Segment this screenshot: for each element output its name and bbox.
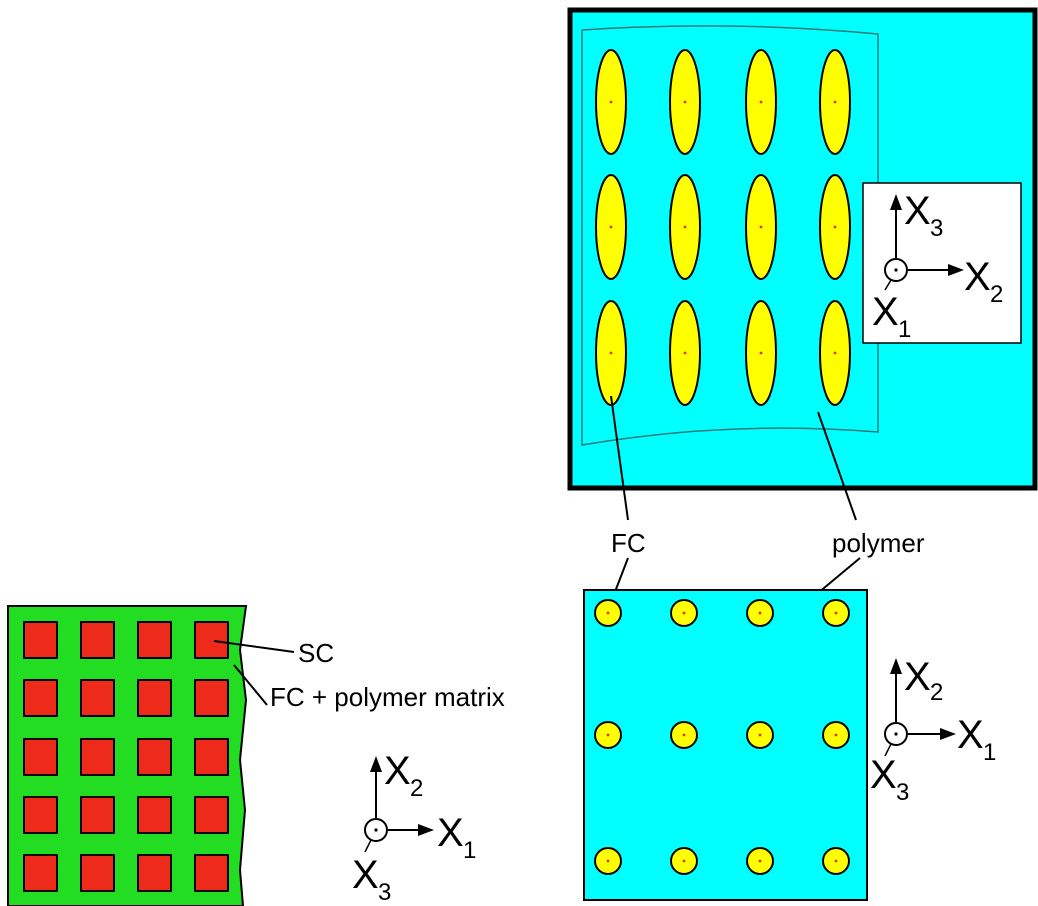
sc-square	[81, 855, 114, 891]
sc-array-axes: X 2 X 1 X 3	[352, 749, 476, 906]
axis-up-arrow	[890, 658, 902, 674]
axis-right-subscript: 1	[983, 739, 996, 766]
sc-square	[138, 797, 171, 833]
sc-square	[24, 622, 57, 658]
fiber-center-dot	[610, 352, 613, 355]
cross-section-axes: X 2 X 1 X 3	[870, 655, 996, 806]
axis-out-label: X	[870, 753, 897, 797]
fiber-center-dot	[834, 101, 837, 104]
axis-out-dot	[894, 732, 897, 735]
fiber-center-dot	[760, 101, 763, 104]
axis-right-subscript: 2	[990, 281, 1003, 308]
axis-up-label: X	[904, 655, 931, 699]
axis-right-label: X	[964, 255, 991, 299]
fiber-center-dot	[835, 612, 838, 615]
sc-square	[195, 739, 228, 775]
fiber-center-dot	[610, 226, 613, 229]
sc-square	[195, 622, 228, 658]
axis-right-arrow	[940, 728, 956, 740]
axis-out-line	[365, 840, 371, 852]
sc-square	[81, 797, 114, 833]
fiber-center-dot	[607, 860, 610, 863]
axis-out-subscript: 3	[378, 879, 391, 906]
axis-right-arrow	[418, 824, 434, 836]
side-view-panel: X 3 X 2 X 1	[570, 10, 1035, 488]
axis-right-label: X	[957, 713, 984, 757]
fiber-center-dot	[683, 612, 686, 615]
axis-out-subscript: 1	[898, 316, 911, 343]
sc-square	[138, 855, 171, 891]
axis-up-label: X	[904, 189, 931, 233]
cross-section-panel: X 2 X 1 X 3	[584, 590, 996, 900]
sc-square	[195, 680, 228, 716]
axis-up-subscript: 3	[930, 215, 943, 242]
sc-square	[81, 680, 114, 716]
sc-square	[195, 855, 228, 891]
axis-up-subscript: 2	[410, 775, 423, 802]
axis-out-label: X	[352, 853, 379, 897]
sc-square	[195, 797, 228, 833]
fiber-center-dot	[607, 612, 610, 615]
fiber-center-dot	[760, 352, 763, 355]
axis-out-label: X	[872, 290, 899, 334]
axis-up-arrow	[370, 756, 382, 772]
axis-right-subscript: 1	[463, 837, 476, 864]
fiber-center-dot	[834, 352, 837, 355]
fiber-center-dot	[610, 101, 613, 104]
sc-square	[138, 680, 171, 716]
axis-up-subscript: 2	[930, 679, 943, 706]
fc-label: FC	[611, 528, 646, 558]
sc-square	[138, 622, 171, 658]
sc-array-panel: SC FC + polymer matrix X 2 X 1 X 3	[8, 606, 505, 906]
axis-up-label: X	[384, 749, 411, 793]
axis-out-subscript: 3	[896, 779, 909, 806]
fiber-center-dot	[684, 352, 687, 355]
sc-label: SC	[298, 638, 334, 668]
fiber-center-dot	[835, 860, 838, 863]
fiber-center-dot	[607, 734, 610, 737]
sc-square	[81, 622, 114, 658]
fiber-center-dot	[684, 226, 687, 229]
sc-square	[138, 739, 171, 775]
fiber-center-dot	[760, 226, 763, 229]
sc-square	[24, 797, 57, 833]
sc-square	[24, 680, 57, 716]
fiber-center-dot	[759, 734, 762, 737]
fiber-center-dot	[683, 734, 686, 737]
axis-out-dot	[374, 828, 377, 831]
fc-polymer-matrix-label: FC + polymer matrix	[270, 682, 505, 712]
fiber-center-dot	[834, 226, 837, 229]
polymer-label: polymer	[832, 528, 925, 558]
fiber-center-dot	[683, 860, 686, 863]
fiber-center-dot	[759, 612, 762, 615]
sc-square	[24, 855, 57, 891]
axis-right-label: X	[437, 811, 464, 855]
fiber-center-dot	[684, 101, 687, 104]
fiber-center-dot	[759, 860, 762, 863]
fiber-center-dot	[835, 734, 838, 737]
sc-square	[24, 739, 57, 775]
axis-out-dot	[894, 268, 897, 271]
sc-square	[81, 739, 114, 775]
